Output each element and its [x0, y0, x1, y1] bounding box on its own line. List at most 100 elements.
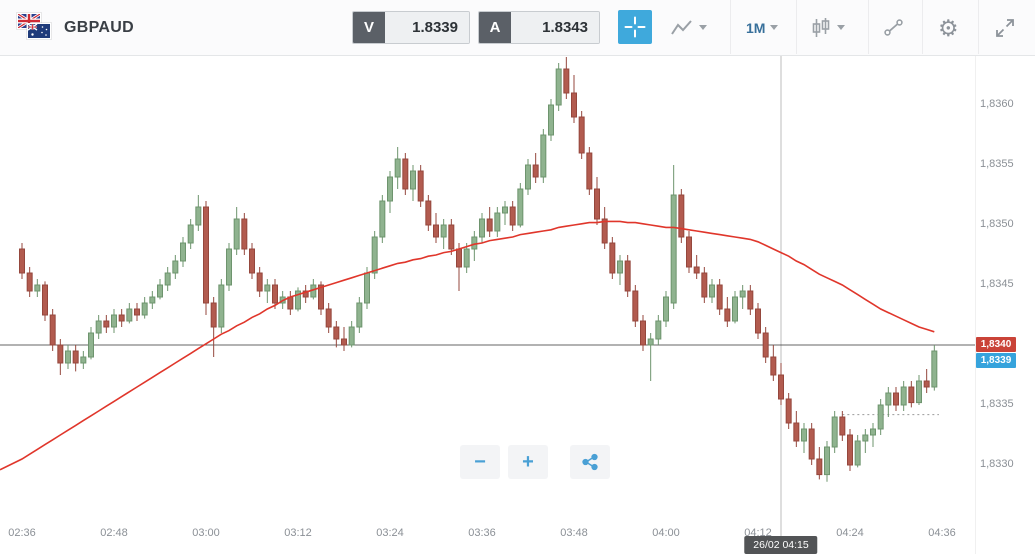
candle	[134, 308, 140, 316]
candle	[295, 290, 301, 310]
time-axis-label: 03:12	[284, 527, 312, 539]
crosshair-icon	[624, 16, 646, 38]
chart-type-dropdown[interactable]	[670, 13, 707, 42]
zoom-in-button[interactable]: +	[508, 445, 548, 479]
candle	[854, 440, 861, 466]
expand-chart-button[interactable]	[994, 13, 1016, 42]
candle	[42, 284, 48, 316]
indicators-icon	[884, 18, 903, 36]
time-axis-label: 03:48	[560, 527, 588, 539]
indicators-button[interactable]	[882, 13, 906, 42]
candle	[563, 68, 570, 94]
share-icon	[582, 453, 598, 471]
candle	[249, 248, 255, 274]
candle-style-dropdown[interactable]	[810, 13, 845, 42]
candle	[816, 458, 823, 476]
candle	[525, 164, 531, 190]
time-axis-label: 04:00	[652, 527, 680, 539]
candle	[532, 164, 539, 178]
candle	[157, 284, 163, 298]
timeframe-label: 1M	[746, 19, 766, 36]
candle	[716, 284, 723, 310]
chart-zoom-controls: − +	[460, 445, 610, 479]
candle	[402, 158, 409, 190]
candle	[517, 188, 524, 226]
share-button[interactable]	[570, 445, 610, 479]
candle	[95, 320, 102, 334]
candle	[586, 152, 593, 190]
buy-button[interactable]: A 1.8343	[478, 11, 600, 44]
candle	[571, 92, 577, 118]
candle	[839, 416, 846, 436]
candle	[916, 380, 922, 404]
candle	[747, 290, 754, 310]
candle	[770, 356, 777, 376]
candle	[624, 260, 631, 292]
candle	[808, 428, 815, 460]
candle	[164, 272, 171, 286]
candle	[272, 284, 278, 304]
sell-button[interactable]: V 1.8339	[352, 11, 470, 44]
candle	[103, 320, 110, 328]
candle	[187, 224, 194, 244]
candle	[34, 284, 41, 292]
timeframe-dropdown[interactable]: 1M	[746, 13, 779, 42]
price-axis-label: 1,8355	[980, 158, 1014, 170]
candle	[241, 218, 248, 250]
candle	[686, 236, 692, 268]
candle	[655, 320, 662, 340]
candle	[287, 296, 294, 310]
gbp-flag-icon	[17, 13, 41, 29]
candle	[486, 218, 493, 232]
candle	[433, 224, 439, 238]
line-chart-icon	[671, 19, 692, 35]
current-price-badge: 1,8340	[976, 337, 1016, 352]
candle	[256, 272, 263, 292]
candle	[502, 206, 508, 214]
crosshair-tool-button[interactable]	[618, 10, 652, 44]
candle	[387, 176, 393, 202]
price-axis-separator	[975, 55, 976, 554]
candle	[601, 218, 608, 244]
candle	[233, 218, 240, 250]
time-axis-label: 03:00	[192, 527, 220, 539]
candle	[203, 206, 209, 304]
candle	[448, 224, 455, 250]
time-axis-label: 02:36	[8, 527, 36, 539]
candle	[348, 326, 355, 346]
candle	[908, 386, 915, 404]
price-axis-label: 1,8345	[980, 278, 1014, 290]
price-axis-label: 1,8330	[980, 458, 1014, 470]
symbol-title: GBPAUD	[64, 18, 134, 36]
candle	[900, 386, 907, 406]
sell-letter: V	[353, 12, 385, 43]
candle	[540, 134, 547, 178]
candle	[709, 284, 715, 298]
candle	[80, 356, 87, 364]
chevron-down-icon	[770, 25, 779, 30]
candle	[19, 248, 25, 274]
candle	[264, 284, 271, 292]
candle	[49, 314, 56, 346]
candle	[578, 116, 585, 154]
candle	[126, 308, 133, 322]
candle	[302, 290, 309, 298]
candle	[670, 194, 677, 304]
candle	[847, 434, 853, 466]
settings-button[interactable]: ⚙	[938, 13, 959, 42]
sell-price: 1.8339	[385, 12, 469, 43]
zoom-out-button[interactable]: −	[460, 445, 500, 479]
candlestick-chart[interactable]	[0, 55, 1035, 554]
chart-toolbar: GBPAUD V 1.8339 A 1.8343 1M	[0, 0, 1035, 56]
bid-price-badge: 1,8339	[976, 353, 1016, 368]
candle	[463, 248, 470, 268]
candle	[509, 206, 516, 226]
candle	[72, 350, 79, 364]
candle	[218, 284, 225, 328]
candle	[831, 416, 838, 448]
candle	[371, 236, 378, 274]
candle	[877, 404, 884, 430]
candle	[356, 302, 363, 328]
candle	[701, 272, 708, 298]
time-axis-label: 03:36	[468, 527, 496, 539]
